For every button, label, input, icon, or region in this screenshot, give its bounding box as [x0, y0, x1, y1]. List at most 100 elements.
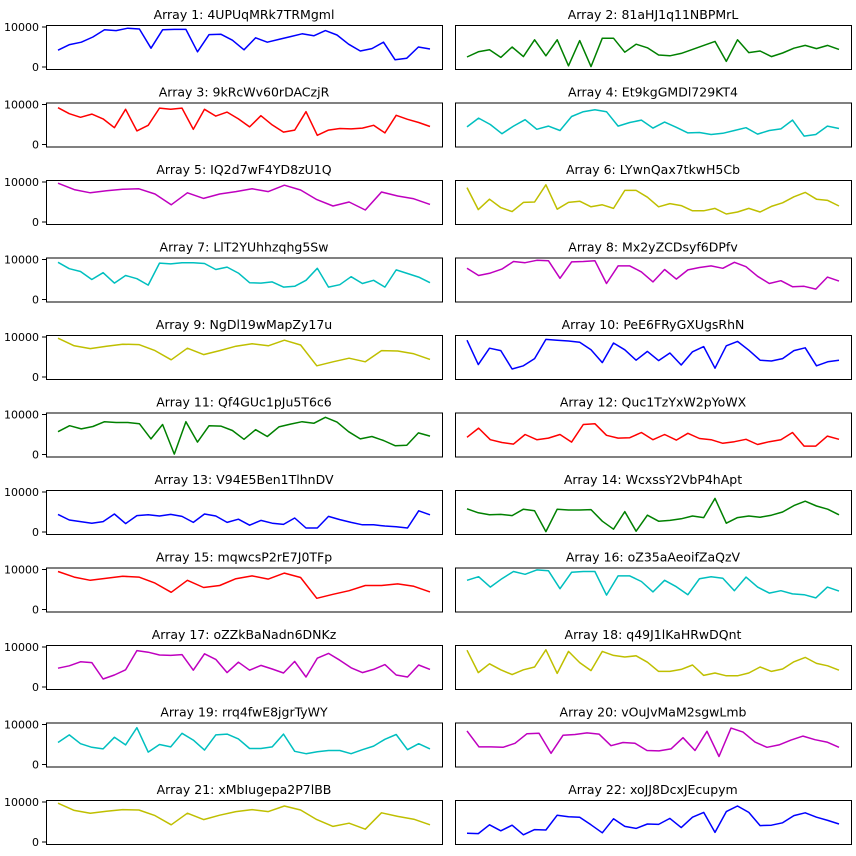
- series-line: [466, 422, 840, 447]
- plot-frame: [46, 102, 443, 148]
- subplot-title: Array 4: Et9kgGMDl729KT4: [568, 85, 738, 100]
- subplot-title: Array 13: V94E5Ben1TlhnDV: [154, 472, 334, 487]
- subplot-title: Array 22: xoJJ8DcxJEcupym: [568, 782, 738, 797]
- plot-frame: [455, 645, 852, 690]
- series-line: [57, 726, 431, 755]
- plot-frame: [46, 335, 443, 380]
- subplot-title: Array 11: Qf4GUc1pJu5T6c6: [156, 395, 332, 410]
- y-tick-label: 10000: [4, 21, 39, 34]
- subplot-18: Array 18: q49J1lKaHRwDQnt: [455, 627, 852, 690]
- y-tick-label: 10000: [4, 99, 39, 112]
- y-tick-label: 0: [32, 836, 39, 849]
- subplot-9: Array 9: NgDl19wMapZy17u 0 10000: [4, 317, 443, 384]
- plot-frame: [46, 257, 443, 303]
- subplot-title: Array 2: 81aHJ1q11NBPMrL: [568, 7, 739, 22]
- subplot-8: Array 8: Mx2yZCDsyf6DPfv: [455, 240, 852, 303]
- y-tick-label: 0: [32, 681, 39, 694]
- plot-frame: [46, 722, 443, 768]
- series-line: [466, 37, 840, 68]
- series-line: [466, 259, 840, 290]
- subplot-title: Array 5: IQ2d7wF4YD8zU1Q: [156, 162, 331, 177]
- series-line: [57, 182, 431, 211]
- y-tick-label: 10000: [4, 409, 39, 422]
- subplot-6: Array 6: LYwnQax7tkwH5Cb: [455, 162, 852, 225]
- subplot-title: Array 12: Quc1TzYxW2pYoWX: [560, 395, 747, 410]
- y-tick-label: 0: [32, 216, 39, 229]
- plot-frame: [455, 567, 852, 613]
- y-tick-label: 0: [32, 371, 39, 384]
- plot-frame: [455, 490, 852, 535]
- subplot-12: Array 12: Quc1TzYxW2pYoWX: [455, 395, 852, 458]
- series-line: [57, 510, 431, 529]
- subplot-21: Array 21: xMbIugepa2P7lBB 0 10000: [4, 782, 443, 849]
- series-line: [466, 184, 840, 215]
- subplot-17: Array 17: oZZkBaNadn6DNKz 0 10000: [4, 627, 443, 694]
- y-tick-label: 0: [32, 61, 39, 74]
- subplot-title: Array 6: LYwnQax7tkwH5Cb: [566, 162, 740, 177]
- subplot-title: Array 14: WcxssY2VbP4hApt: [564, 472, 742, 487]
- series-line: [57, 107, 431, 137]
- y-tick-label: 0: [32, 139, 39, 152]
- subplot-10: Array 10: PeE6FRyGXUgsRhN: [455, 317, 852, 380]
- subplot-title: Array 21: xMbIugepa2P7lBB: [157, 782, 332, 797]
- series-line: [466, 727, 840, 758]
- series-line: [57, 416, 431, 455]
- plot-frame: [46, 25, 443, 70]
- y-tick-label: 10000: [4, 641, 39, 654]
- subplot-title: Array 1: 4UPUqMRk7TRMgml: [154, 7, 335, 22]
- subplot-title: Array 7: LlT2YUhhzqhg5Sw: [160, 240, 329, 255]
- y-tick-label: 10000: [4, 486, 39, 499]
- plot-frame: [455, 25, 852, 70]
- subplot-title: Array 15: mqwcsP2rE7J0TFp: [156, 550, 332, 565]
- subplot-11: Array 11: Qf4GUc1pJu5T6c6 0 10000: [4, 395, 443, 462]
- subplot-16: Array 16: oZ35aAeoifZaQzV: [455, 550, 852, 613]
- plot-frame: [46, 490, 443, 535]
- subplot-title: Array 20: vOuJvMaM2sgwLmb: [560, 705, 747, 720]
- series-line: [57, 570, 431, 600]
- y-tick-label: 10000: [4, 176, 39, 189]
- series-line: [57, 337, 431, 367]
- subplot-4: Array 4: Et9kgGMDl729KT4: [455, 85, 852, 148]
- subplot-22: Array 22: xoJJ8DcxJEcupym: [455, 782, 852, 845]
- subplot-7: Array 7: LlT2YUhhzqhg5Sw 0 10000: [4, 240, 443, 307]
- plot-frame: [455, 412, 852, 458]
- subplot-title: Array 17: oZZkBaNadn6DNKz: [152, 627, 337, 642]
- series-line: [57, 261, 431, 288]
- subplot-2: Array 2: 81aHJ1q11NBPMrL: [455, 7, 852, 70]
- y-tick-label: 0: [32, 294, 39, 307]
- plot-frame: [455, 722, 852, 768]
- plot-frame: [46, 567, 443, 613]
- plot-frame: [455, 335, 852, 380]
- series-line: [466, 108, 840, 137]
- y-tick-label: 0: [32, 759, 39, 772]
- y-tick-label: 10000: [4, 564, 39, 577]
- series-line: [466, 497, 840, 533]
- plot-frame: [455, 180, 852, 225]
- series-line: [57, 27, 431, 61]
- subplot-title: Array 3: 9kRcWv60rDACzjR: [159, 85, 330, 100]
- subplot-title: Array 18: q49J1lKaHRwDQnt: [565, 627, 742, 642]
- subplot-15: Array 15: mqwcsP2rE7J0TFp 0 10000: [4, 550, 443, 617]
- y-tick-label: 10000: [4, 254, 39, 267]
- subplot-title: Array 19: rrq4fwE8jgrTyWY: [160, 705, 328, 720]
- plot-frame: [46, 412, 443, 458]
- subplot-19: Array 19: rrq4fwE8jgrTyWY 0 10000: [4, 705, 443, 772]
- series-line: [57, 802, 431, 830]
- subplot-13: Array 13: V94E5Ben1TlhnDV 0 10000: [4, 472, 443, 539]
- y-tick-label: 0: [32, 526, 39, 539]
- y-tick-label: 0: [32, 604, 39, 617]
- series-line: [466, 569, 840, 599]
- plot-frame: [46, 800, 443, 845]
- subplot-14: Array 14: WcxssY2VbP4hApt: [455, 472, 852, 535]
- subplot-5: Array 5: IQ2d7wF4YD8zU1Q 0 10000: [4, 162, 443, 229]
- y-tick-label: 10000: [4, 796, 39, 809]
- subplot-title: Array 9: NgDl19wMapZy17u: [156, 317, 332, 332]
- plot-frame: [455, 800, 852, 845]
- series-line: [466, 805, 840, 836]
- subplot-20: Array 20: vOuJvMaM2sgwLmb: [455, 705, 852, 768]
- plot-frame: [46, 180, 443, 225]
- plot-frame: [46, 645, 443, 690]
- y-tick-label: 10000: [4, 719, 39, 732]
- subplot-3: Array 3: 9kRcWv60rDACzjR 0 10000: [4, 85, 443, 152]
